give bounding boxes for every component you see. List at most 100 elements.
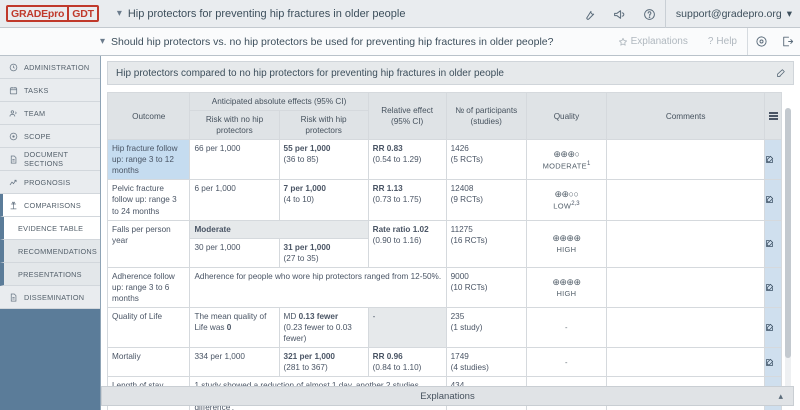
sidebar-item-prognosis[interactable]: PROGNOSIS <box>0 171 100 194</box>
sidebar-item-comparisons[interactable]: COMPARISONS <box>0 194 100 217</box>
row-edit-button[interactable] <box>764 179 782 221</box>
user-menu[interactable]: support@gradepro.org ▾ <box>664 0 800 28</box>
top-bar: GRADEpro GDT ▾ Hip protectors for preven… <box>0 0 800 28</box>
sidebar-item-presentations[interactable]: PRESENTATIONS <box>0 263 100 286</box>
cell-risk-group-label[interactable]: Moderate <box>189 219 369 239</box>
megaphone-icon[interactable] <box>605 0 635 28</box>
cell-risk-with[interactable]: 31 per 1,000 (27 to 35) <box>278 237 369 268</box>
col-header-quality[interactable]: Quality <box>525 91 608 141</box>
cell-comments[interactable] <box>606 139 766 181</box>
col-header-risk-no[interactable]: Risk with no hip protectors <box>189 110 280 141</box>
cell-risk-with[interactable]: 321 per 1,000 (281 to 367) <box>278 347 369 378</box>
cell-comments[interactable] <box>606 306 766 349</box>
cell-risk-no[interactable]: The mean quality of Life was 0 <box>189 306 280 349</box>
cell-quality[interactable]: ⊕⊕⊕⊕ HIGH <box>525 219 608 268</box>
effect-ci: (0.73 to 1.75) <box>372 195 422 205</box>
row-edit-button[interactable] <box>764 306 782 349</box>
table-row[interactable]: Adherence follow up: range 3 to 6 months… <box>106 266 782 308</box>
cell-narrative[interactable]: Adherence for people who wore hip protec… <box>189 266 447 308</box>
row-edit-button[interactable] <box>764 266 782 308</box>
cell-comments[interactable] <box>606 347 766 378</box>
cell-quality[interactable]: - <box>525 347 608 378</box>
wrench-icon[interactable] <box>575 0 605 28</box>
col-header-risk-with[interactable]: Risk with hip protectors <box>278 110 369 141</box>
document-icon <box>9 293 18 302</box>
col-header-participants[interactable]: № of participants (studies) <box>445 91 527 141</box>
cell-relative-effect[interactable]: RR 0.96 (0.84 to 1.10) <box>367 347 447 378</box>
explanations-label: Explanations <box>630 36 688 47</box>
sidebar-item-evidence-table[interactable]: EVIDENCE TABLE <box>0 217 100 240</box>
cell-outcome[interactable]: Falls per person year <box>106 219 191 268</box>
grade-label: HIGH <box>556 245 577 255</box>
cell-outcome[interactable]: Hip fracture follow up: range 3 to 12 mo… <box>106 139 191 181</box>
sidebar-item-administration[interactable]: ADMINISTRATION <box>0 56 100 79</box>
cell-comments[interactable] <box>606 219 766 268</box>
col-header-outcome[interactable]: Outcome <box>106 91 191 141</box>
row-edit-button[interactable] <box>764 139 782 181</box>
balance-icon <box>9 201 18 210</box>
cell-risk-no[interactable]: 334 per 1,000 <box>189 347 280 378</box>
help-circle-icon[interactable] <box>635 0 665 28</box>
cell-comments[interactable] <box>606 179 766 221</box>
preview-eye-icon[interactable] <box>748 28 774 55</box>
cell-outcome[interactable]: Pelvic fracture follow up: range 3 to 24… <box>106 179 191 221</box>
edit-caption-icon[interactable] <box>776 68 786 78</box>
sidebar-item-tasks[interactable]: TASKS <box>0 79 100 102</box>
chevron-up-icon[interactable]: ▴ <box>778 390 783 401</box>
cell-risk-no[interactable]: 66 per 1,000 <box>189 139 280 181</box>
vertical-scrollbar[interactable] <box>785 108 791 388</box>
export-icon[interactable] <box>774 28 800 55</box>
row-edit-button[interactable] <box>764 219 782 268</box>
cell-outcome[interactable]: Quality of Life <box>106 306 191 349</box>
table-row[interactable]: Mortaliy 334 per 1,000 321 per 1,000 (28… <box>106 347 782 378</box>
cell-risk-no[interactable]: 30 per 1,000 <box>189 237 280 268</box>
sidebar-item-recommendations[interactable]: RECOMMENDATIONS <box>0 240 100 263</box>
table-row[interactable]: Falls per person year Moderate Rate rati… <box>106 219 782 268</box>
cell-outcome[interactable]: Adherence follow up: range 3 to 6 months <box>106 266 191 308</box>
cell-relative-effect[interactable]: RR 0.83 (0.54 to 1.29) <box>367 139 447 181</box>
cell-comments[interactable] <box>606 266 766 308</box>
cell-quality[interactable]: ⊕⊕⊕⊕ HIGH <box>525 266 608 308</box>
help-question-mark-icon: ? <box>707 36 714 47</box>
project-chevron-down-icon[interactable]: ▾ <box>116 8 122 19</box>
cell-relative-effect[interactable]: RR 1.13 (0.73 to 1.75) <box>367 179 447 221</box>
cell-quality[interactable]: ⊕⊕○○ LOW2,3 <box>525 179 608 221</box>
cell-relative-effect[interactable]: Rate ratio 1.02 (0.90 to 1.16) <box>367 219 447 268</box>
cell-participants[interactable]: 9000 (10 RCTs) <box>445 266 527 308</box>
sidebar-item-team[interactable]: TEAM <box>0 102 100 125</box>
table-row[interactable]: Hip fracture follow up: range 3 to 12 mo… <box>106 139 782 181</box>
cell-risk-with[interactable]: 55 per 1,000 (36 to 85) <box>278 139 369 181</box>
cell-participants[interactable]: 12408 (9 RCTs) <box>445 179 527 221</box>
row-edit-button[interactable] <box>764 347 782 378</box>
cell-outcome[interactable]: Mortaliy <box>106 347 191 378</box>
risk-with-value: 321 per 1,000 <box>283 352 335 362</box>
sidebar: ADMINISTRATION TASKS TEAM SCOPE DOCUMENT… <box>0 56 100 410</box>
sidebar-item-dissemination[interactable]: DISSEMINATION <box>0 286 100 309</box>
risk-with-value: 0.13 fewer <box>298 311 339 321</box>
cell-participants[interactable]: 11275 (16 RCTs) <box>445 219 527 268</box>
scrollbar-thumb[interactable] <box>785 108 791 358</box>
table-row[interactable]: Pelvic fracture follow up: range 3 to 24… <box>106 179 782 221</box>
help-link[interactable]: ? Help <box>698 36 747 47</box>
cell-participants[interactable]: 235 (1 study) <box>445 306 527 349</box>
table-menu-button[interactable] <box>764 91 782 141</box>
explanations-toggle[interactable]: Explanations <box>608 36 698 47</box>
table-row[interactable]: Quality of Life The mean quality of Life… <box>106 306 782 349</box>
cell-participants[interactable]: 1426 (5 RCTs) <box>445 139 527 181</box>
sidebar-item-document-sections[interactable]: DOCUMENT SECTIONS <box>0 148 100 171</box>
col-header-comments[interactable]: Comments <box>606 91 766 141</box>
table-row-continuation[interactable]: 30 per 1,000 31 per 1,000 (27 to 35) <box>108 237 782 268</box>
cell-participants[interactable]: 1749 (4 studies) <box>445 347 527 378</box>
explanations-footer[interactable]: Explanations ▴ <box>101 386 794 406</box>
cell-quality[interactable]: ⊕⊕⊕○ MODERATE1 <box>525 139 608 181</box>
question-chevron-down-icon[interactable]: ▾ <box>100 36 106 47</box>
cell-risk-with[interactable]: MD 0.13 fewer (0.23 fewer to 0.03 fewer) <box>278 306 369 349</box>
col-header-relative-effect[interactable]: Relative effect (95% CI) <box>367 91 447 141</box>
gradepro-logo[interactable]: GRADEpro GDT <box>6 5 99 22</box>
cell-quality[interactable]: - <box>525 306 608 349</box>
cell-relative-effect[interactable]: - <box>367 306 447 349</box>
cell-risk-no[interactable]: 6 per 1,000 <box>189 179 280 221</box>
cell-risk-with[interactable]: 7 per 1,000 (4 to 10) <box>278 179 369 221</box>
sidebar-item-scope[interactable]: SCOPE <box>0 125 100 148</box>
grade-circles: ⊕⊕⊕⊕ <box>552 233 581 244</box>
